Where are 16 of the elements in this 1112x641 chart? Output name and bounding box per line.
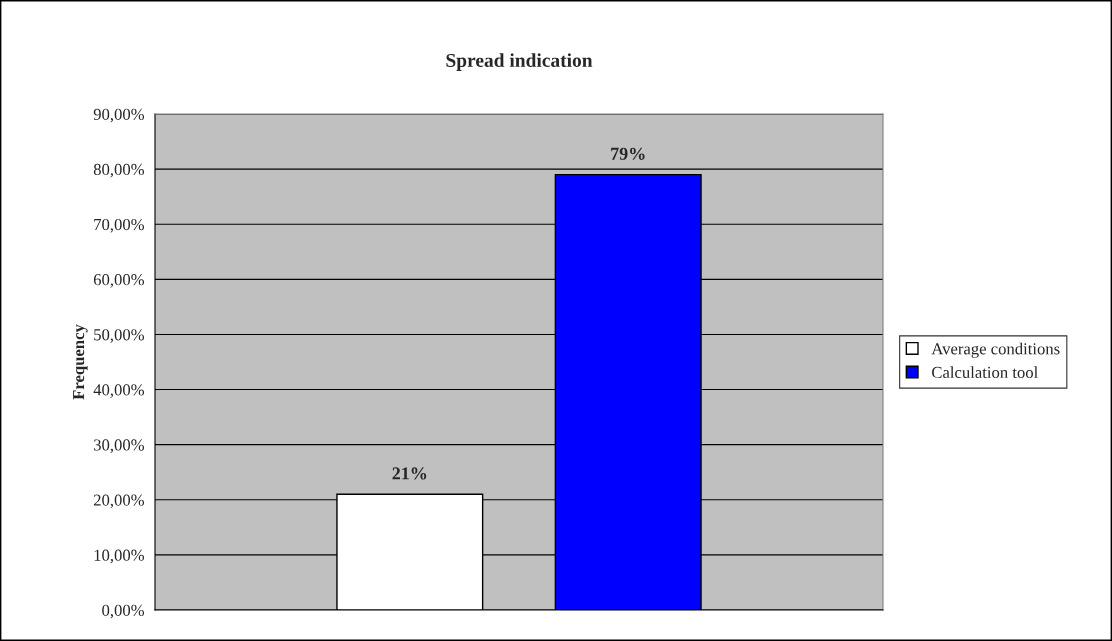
y-tick-label: 70,00% [94,218,145,233]
legend-label: Calculation tool [932,366,1038,379]
y-tick-label: 30,00% [94,439,145,454]
y-tick-label: 50,00% [94,329,145,343]
y-tick-label: 20,00% [93,494,145,509]
chart-title: Spread indication [446,53,593,71]
y-tick-label: 0,00% [102,604,145,619]
y-tick-label: 80,00% [93,163,145,178]
y-tick-label: 40,00% [93,384,145,398]
legend-label: Average conditions [931,342,1060,358]
y-tick-label: 90,00% [93,108,145,123]
y-axis-title: Frequency [73,324,88,400]
data-label: 79% [611,147,645,160]
data-label: 21% [392,467,427,480]
y-tick-label: 60,00% [93,274,145,288]
y-tick-label: 10,00% [94,549,145,564]
